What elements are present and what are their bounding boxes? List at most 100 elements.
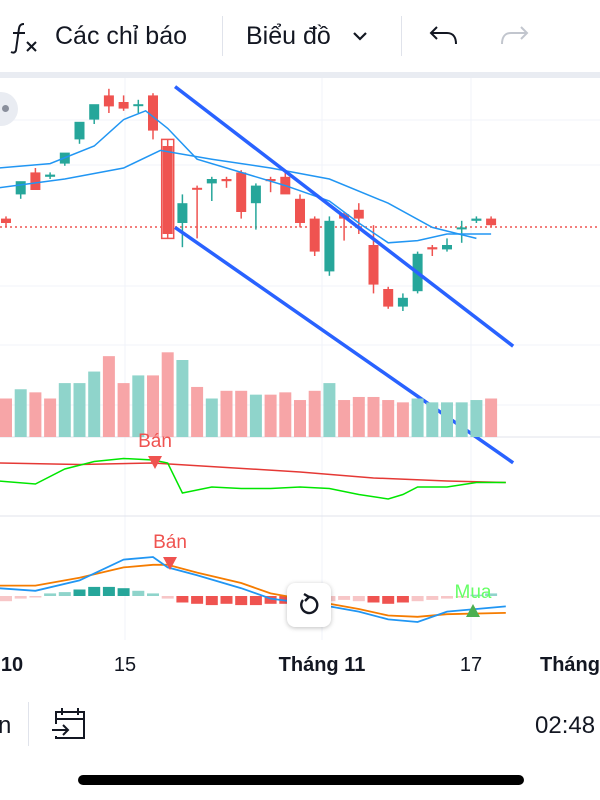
volume-bar <box>44 398 57 437</box>
candle-body <box>221 179 232 182</box>
candle-body <box>427 247 438 250</box>
macd-histogram-bar <box>426 596 439 600</box>
macd-histogram-bar <box>411 596 424 602</box>
candle-body <box>442 245 452 250</box>
x-tick-label: 17 <box>460 654 482 676</box>
macd-histogram-bar <box>441 596 453 599</box>
volume-pane <box>0 352 498 437</box>
calendar-goto-icon[interactable] <box>50 706 88 744</box>
volume-bar <box>161 352 174 437</box>
candle-body <box>250 185 261 204</box>
volume-bar <box>279 392 292 437</box>
volume-bar <box>117 383 130 437</box>
oscillator-green-line <box>0 457 506 500</box>
macd-histogram-bar <box>102 586 115 596</box>
volume-bar <box>132 375 145 437</box>
macd-line <box>0 556 506 623</box>
volume-bar <box>470 400 483 437</box>
volume-bar <box>73 383 86 437</box>
candle-body <box>133 104 144 107</box>
candle-body <box>309 218 320 252</box>
oscillator-sell-marker <box>148 456 162 469</box>
volume-bar <box>441 402 453 437</box>
candle-body <box>148 95 158 131</box>
x-tick-label: Tháng 11 <box>279 654 366 676</box>
x-tick-label: 10 <box>1 654 23 676</box>
volume-bar <box>294 400 306 437</box>
macd-histogram-bar <box>220 596 233 604</box>
macd-histogram-bar <box>73 589 86 596</box>
undo-icon[interactable] <box>428 22 460 50</box>
reset-chart-button[interactable] <box>287 583 331 627</box>
x-tick-label: Tháng <box>540 654 600 676</box>
volume-bar <box>220 390 233 437</box>
session-time[interactable]: 02:48 <box>535 712 596 739</box>
chevron-down-icon[interactable] <box>351 28 369 44</box>
macd-histogram-bar <box>147 593 159 596</box>
chart-type-button[interactable]: Biểu đồ <box>246 22 331 50</box>
candle-body <box>456 227 467 230</box>
macd-buy-label: Mua <box>455 582 492 603</box>
macd-histogram-bar <box>396 596 409 603</box>
macd-histogram-bar <box>485 593 498 596</box>
candle-body <box>30 172 41 190</box>
candle-body <box>118 102 129 109</box>
macd-histogram-bar <box>0 596 12 602</box>
macd-histogram-bar <box>470 594 483 597</box>
candle-body <box>471 218 482 221</box>
volume-bar <box>191 386 204 437</box>
bottom-divider <box>28 702 29 746</box>
volume-bar <box>249 394 262 437</box>
timeframe-label[interactable]: n <box>0 712 12 739</box>
candle-body <box>74 121 85 140</box>
indicators-button[interactable]: Các chỉ báo <box>55 22 188 50</box>
volume-bar <box>29 392 42 437</box>
candle-body <box>383 289 394 307</box>
candle-body <box>265 179 276 182</box>
candle-body <box>15 181 26 195</box>
handle-dot-icon <box>2 105 9 112</box>
macd-sell-label: Bán <box>153 532 187 553</box>
candle-body <box>486 218 497 226</box>
macd-histogram-bar <box>191 596 204 604</box>
candle-body <box>192 187 203 190</box>
volume-bar <box>0 398 12 437</box>
chart-canvas[interactable]: 10 15 Tháng 11 17 Tháng Bán Bán Mua <box>0 78 600 680</box>
macd-histogram-bar <box>132 590 145 596</box>
ma-slow-line <box>0 149 477 240</box>
macd-sell-marker <box>163 557 177 570</box>
pane-drag-handle[interactable] <box>0 92 18 126</box>
toolbar-divider <box>222 16 223 56</box>
macd-histogram-bar <box>455 596 468 598</box>
selected-candle-outline <box>160 138 175 240</box>
candle-body <box>353 209 364 219</box>
chart-grid <box>0 78 600 640</box>
macd-histogram-bar <box>367 596 380 603</box>
toolbar-divider <box>401 16 402 56</box>
redo-icon[interactable] <box>498 22 530 50</box>
macd-signal-line <box>0 563 506 618</box>
volume-bar <box>308 390 321 437</box>
time-axis[interactable]: 10 15 Tháng 11 17 Tháng <box>1 654 600 676</box>
volume-bar <box>147 375 159 437</box>
volume-bar <box>102 356 115 437</box>
volume-bar <box>352 396 365 437</box>
volume-bar <box>205 398 218 437</box>
macd-buy-marker <box>466 604 480 617</box>
oscillator-pane <box>0 456 506 500</box>
oscillator-red-line <box>0 462 506 484</box>
volume-bar <box>88 371 101 437</box>
volume-bar <box>485 398 498 437</box>
toolbar-border <box>0 72 600 78</box>
fx-icon[interactable] <box>10 20 40 54</box>
volume-bar <box>14 389 27 437</box>
volume-bar <box>264 394 277 437</box>
candle-body <box>368 245 379 285</box>
candle-body <box>397 297 408 307</box>
volume-bar <box>426 402 439 437</box>
macd-histogram-bar <box>249 596 262 606</box>
macd-pane <box>0 556 506 623</box>
macd-histogram-bar <box>176 596 189 603</box>
volume-bar <box>396 402 409 437</box>
top-toolbar: Các chỉ báo Biểu đồ <box>0 0 600 72</box>
